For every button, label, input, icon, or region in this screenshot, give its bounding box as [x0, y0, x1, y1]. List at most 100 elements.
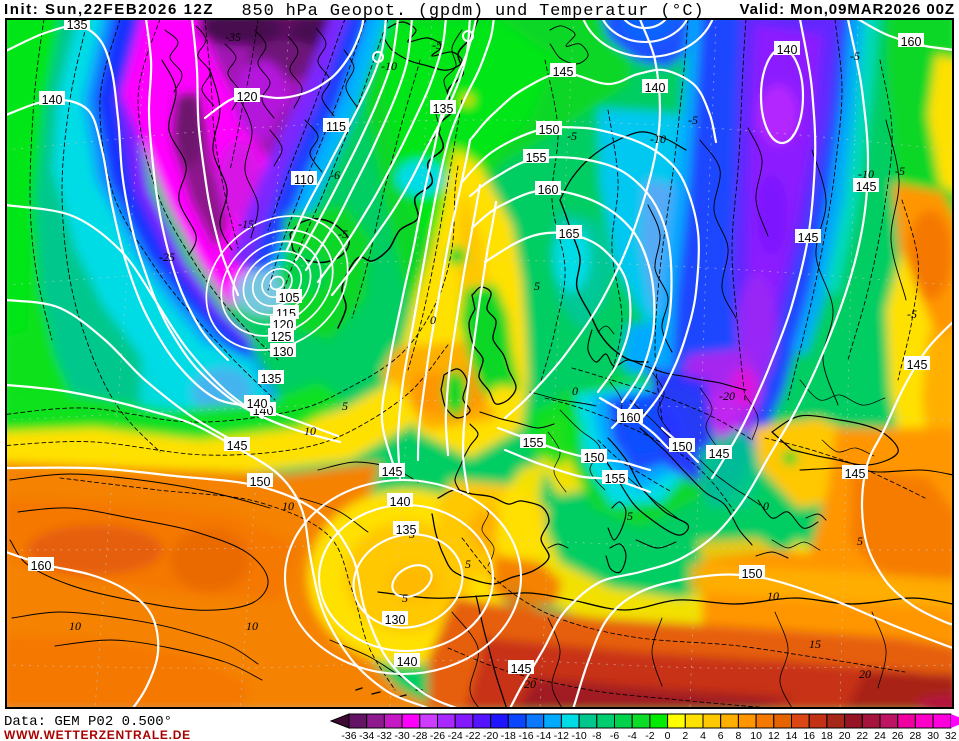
svg-text:28: 28	[910, 730, 922, 741]
svg-text:-14: -14	[536, 730, 551, 741]
svg-text:-12: -12	[554, 730, 569, 741]
svg-text:-26: -26	[430, 730, 445, 741]
svg-text:135: 135	[67, 18, 88, 32]
svg-text:-22: -22	[465, 730, 480, 741]
svg-text:145: 145	[907, 358, 928, 372]
svg-text:Valid: Mon,09MAR2026 00Z: Valid: Mon,09MAR2026 00Z	[740, 1, 955, 18]
svg-text:120: 120	[237, 90, 258, 104]
svg-text:-15: -15	[238, 217, 254, 231]
svg-text:165: 165	[559, 227, 580, 241]
svg-text:-20: -20	[483, 730, 498, 741]
svg-text:160: 160	[538, 183, 559, 197]
svg-text:10: 10	[246, 619, 258, 633]
svg-text:2: 2	[682, 730, 688, 741]
svg-text:15: 15	[809, 637, 821, 651]
svg-text:-24: -24	[448, 730, 463, 741]
svg-text:135: 135	[396, 523, 417, 537]
svg-text:0: 0	[430, 313, 436, 327]
svg-text:-32: -32	[377, 730, 392, 741]
svg-text:140: 140	[397, 655, 418, 669]
svg-text:-10: -10	[650, 132, 666, 146]
svg-text:-5: -5	[688, 113, 698, 127]
svg-text:20: 20	[859, 667, 871, 681]
svg-text:-5: -5	[895, 164, 905, 178]
svg-text:-36: -36	[341, 730, 356, 741]
svg-text:145: 145	[709, 447, 730, 461]
svg-text:140: 140	[645, 81, 666, 95]
svg-text:145: 145	[227, 439, 248, 453]
svg-text:-4: -4	[628, 730, 637, 741]
svg-text:6: 6	[718, 730, 724, 741]
svg-text:135: 135	[261, 372, 282, 386]
svg-text:-28: -28	[412, 730, 427, 741]
svg-text:5: 5	[342, 399, 348, 413]
svg-text:160: 160	[31, 559, 52, 573]
svg-text:32: 32	[945, 730, 957, 741]
svg-text:145: 145	[856, 180, 877, 194]
svg-text:4: 4	[700, 730, 706, 741]
svg-text:5: 5	[465, 557, 471, 571]
svg-text:10: 10	[304, 424, 316, 438]
svg-text:850 hPa Geopot. (gpdm) und Tem: 850 hPa Geopot. (gpdm) und Temperatur (°…	[242, 2, 705, 21]
svg-text:-8: -8	[592, 730, 601, 741]
svg-text:0: 0	[763, 499, 769, 513]
svg-text:-10: -10	[858, 167, 874, 181]
svg-text:Data: GEM P02 0.500°: Data: GEM P02 0.500°	[4, 714, 172, 730]
svg-text:20: 20	[839, 730, 851, 741]
svg-text:145: 145	[845, 467, 866, 481]
svg-text:-10: -10	[381, 59, 397, 73]
svg-text:150: 150	[539, 123, 560, 137]
svg-text:115: 115	[326, 120, 346, 134]
svg-text:16: 16	[803, 730, 815, 741]
svg-text:140: 140	[390, 495, 411, 509]
svg-text:145: 145	[511, 662, 532, 676]
svg-text:130: 130	[273, 345, 294, 359]
svg-text:145: 145	[553, 65, 574, 79]
svg-text:150: 150	[584, 451, 605, 465]
svg-text:150: 150	[742, 567, 763, 581]
svg-text:-35: -35	[225, 30, 241, 44]
svg-text:-6: -6	[330, 168, 340, 182]
svg-text:150: 150	[672, 440, 693, 454]
svg-text:160: 160	[901, 35, 922, 49]
svg-text:5: 5	[402, 591, 408, 605]
svg-text:140: 140	[777, 43, 798, 57]
svg-text:Init: Sun,22FEB2026 12Z: Init: Sun,22FEB2026 12Z	[4, 1, 214, 18]
svg-text:22: 22	[856, 730, 868, 741]
svg-text:8: 8	[735, 730, 741, 741]
svg-text:150: 150	[250, 475, 271, 489]
svg-text:5: 5	[857, 534, 863, 548]
svg-text:30: 30	[927, 730, 939, 741]
svg-text:145: 145	[798, 231, 819, 245]
svg-text:-5: -5	[432, 38, 442, 52]
svg-text:155: 155	[523, 436, 544, 450]
svg-text:145: 145	[382, 465, 403, 479]
svg-text:10: 10	[69, 619, 81, 633]
svg-text:-30: -30	[395, 730, 410, 741]
svg-text:-16: -16	[518, 730, 533, 741]
svg-text:-18: -18	[501, 730, 516, 741]
svg-text:0: 0	[572, 384, 578, 398]
svg-text:10: 10	[767, 589, 779, 603]
svg-text:12: 12	[768, 730, 780, 741]
svg-text:-25: -25	[159, 250, 175, 264]
svg-text:10: 10	[750, 730, 762, 741]
svg-text:20: 20	[524, 677, 536, 691]
svg-text:-2: -2	[645, 730, 654, 741]
svg-text:105: 105	[279, 291, 300, 305]
svg-text:140: 140	[42, 93, 63, 107]
svg-text:135: 135	[433, 102, 454, 116]
svg-text:155: 155	[605, 472, 626, 486]
svg-text:-5: -5	[907, 307, 917, 321]
svg-text:-20: -20	[719, 389, 735, 403]
svg-text:0: 0	[665, 730, 671, 741]
svg-text:WWW.WETTERZENTRALE.DE: WWW.WETTERZENTRALE.DE	[4, 728, 191, 741]
svg-text:-6: -6	[610, 730, 619, 741]
svg-text:26: 26	[892, 730, 904, 741]
svg-text:155: 155	[526, 151, 547, 165]
svg-text:160: 160	[620, 411, 641, 425]
svg-text:10: 10	[282, 499, 294, 513]
svg-text:130: 130	[385, 613, 406, 627]
svg-text:5: 5	[627, 509, 633, 523]
svg-text:-5: -5	[850, 49, 860, 63]
